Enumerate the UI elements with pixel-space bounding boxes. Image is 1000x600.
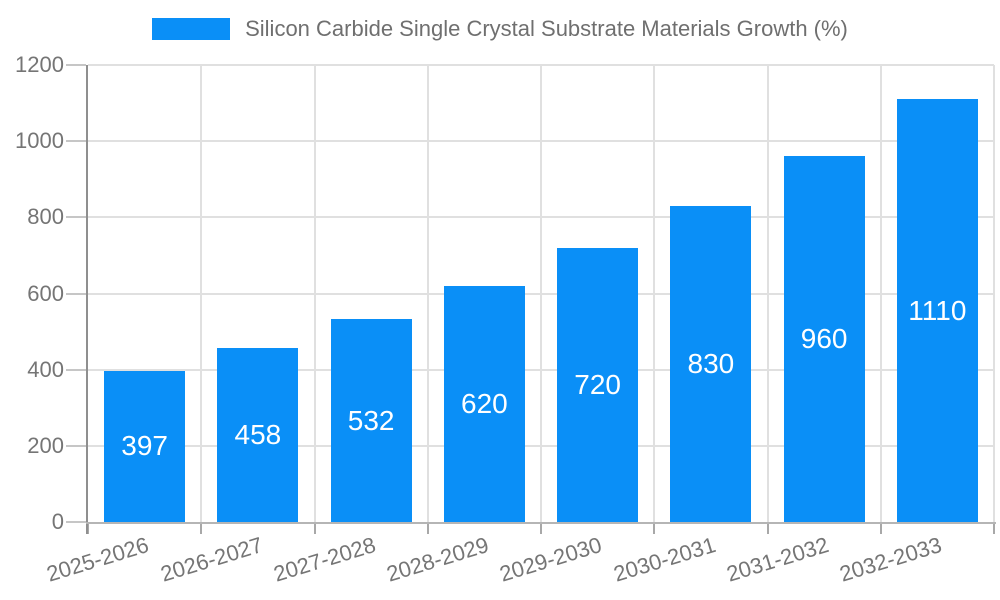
x-axis-tick — [540, 522, 542, 534]
y-tick-label: 1200 — [15, 52, 64, 77]
x-tick-label: 2027-2028 — [270, 532, 379, 587]
x-gridline — [426, 65, 429, 522]
x-tick-label: 2029-2030 — [497, 532, 605, 587]
y-axis-tick — [66, 444, 86, 447]
y-axis-tick — [66, 521, 86, 523]
y-axis-line — [86, 65, 88, 534]
x-tick-label: 2025-2026 — [44, 532, 152, 587]
x-gridline — [993, 65, 995, 522]
y-axis-tick — [66, 64, 86, 66]
x-tick-label: 2028-2029 — [383, 532, 492, 587]
bar[interactable]: 830 — [670, 205, 752, 522]
x-axis-tick — [87, 522, 89, 534]
x-axis-tick — [879, 522, 882, 534]
x-gridline — [653, 65, 656, 522]
bar-value-label: 720 — [574, 368, 621, 400]
x-axis-tick — [766, 522, 769, 534]
y-tick-label: 400 — [27, 356, 64, 382]
bar[interactable]: 720 — [557, 247, 639, 522]
y-axis-tick — [66, 368, 86, 371]
bar-value-label: 397 — [121, 430, 168, 462]
chart-legend[interactable]: Silicon Carbide Single Crystal Substrate… — [0, 16, 1000, 42]
x-axis-tick — [313, 522, 316, 534]
x-axis-tick — [426, 522, 429, 534]
legend-swatch[interactable] — [152, 18, 231, 40]
y-tick-label: 200 — [27, 432, 64, 458]
bar[interactable]: 458 — [217, 347, 299, 522]
bar[interactable]: 397 — [104, 370, 186, 522]
y-axis-tick — [66, 292, 86, 295]
bar-value-label: 458 — [234, 418, 282, 450]
x-axis-tick — [653, 522, 656, 534]
x-tick-label: 2031-2032 — [723, 532, 832, 587]
y-tick-label: 1000 — [15, 128, 64, 154]
bar[interactable]: 1110 — [896, 99, 978, 522]
bar-value-label: 830 — [687, 347, 735, 379]
y-axis-tick — [66, 140, 86, 143]
x-tick-label: 2026-2027 — [157, 532, 266, 587]
x-tick-label: 2030-2031 — [610, 532, 719, 587]
x-tick-label: 2032-2033 — [836, 532, 945, 587]
chart-title[interactable]: Silicon Carbide Single Crystal Substrate… — [245, 16, 848, 41]
x-gridline — [540, 65, 542, 522]
x-axis-line — [86, 522, 996, 524]
bar-value-label: 532 — [347, 404, 395, 436]
y-axis-tick — [66, 216, 86, 219]
bar[interactable]: 960 — [783, 156, 865, 522]
x-gridline — [766, 65, 769, 522]
x-gridline — [879, 65, 882, 522]
bar[interactable]: 532 — [330, 319, 412, 522]
bar-value-label: 960 — [800, 323, 848, 355]
y-tick-label: 0 — [51, 509, 64, 534]
x-gridline — [313, 65, 316, 522]
bar-value-label: 620 — [461, 387, 508, 419]
y-tick-label: 600 — [27, 280, 64, 306]
x-axis-tick — [993, 522, 995, 534]
y-tick-label: 800 — [27, 204, 64, 230]
x-gridline — [200, 65, 203, 522]
bar-value-label: 1110 — [908, 294, 967, 326]
x-axis-tick — [200, 522, 203, 534]
bar-chart-plot: 0 200 400 600 800 1000 1200 397 458 532 620 720 830 9… — [15, 52, 996, 587]
bar[interactable]: 620 — [443, 285, 525, 522]
